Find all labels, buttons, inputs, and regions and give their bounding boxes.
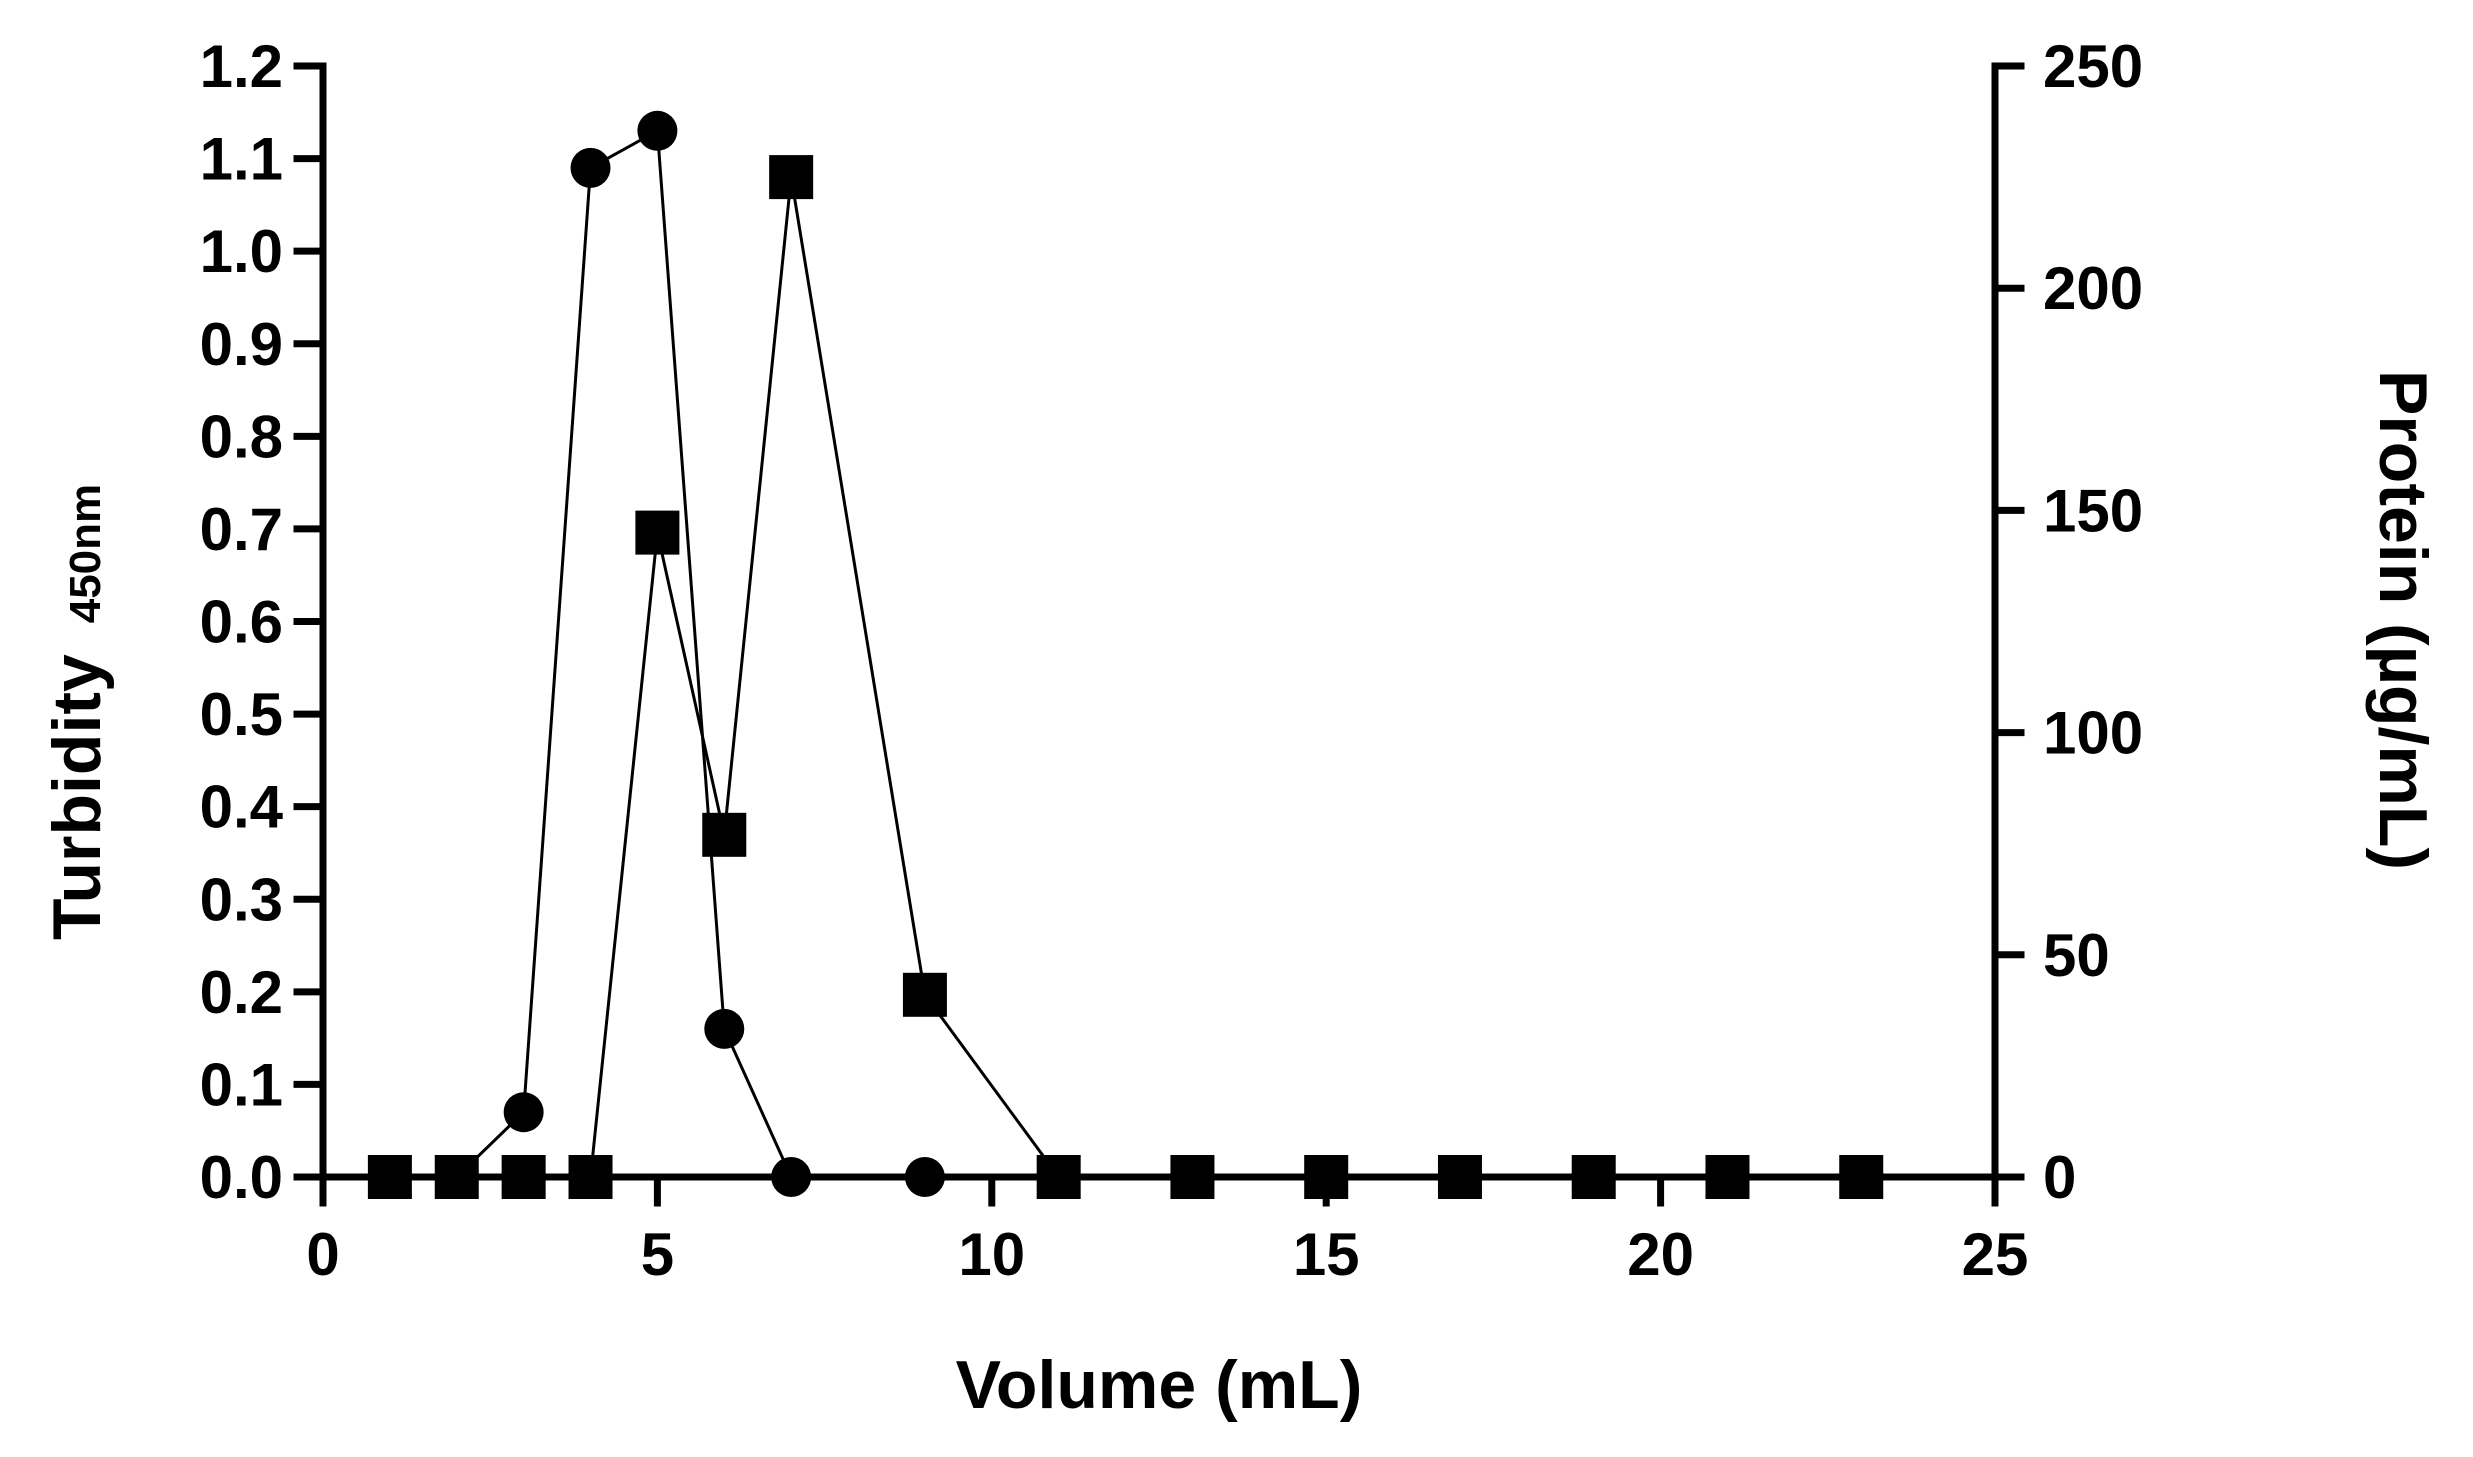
- series-2-point: [902, 972, 947, 1017]
- series-2-point: [635, 510, 680, 555]
- series-2-point: [501, 1155, 546, 1199]
- series-1-point: [637, 110, 678, 151]
- y-tick-label: 1.0: [200, 218, 283, 285]
- y-tick-label: 0.7: [200, 496, 283, 563]
- series-2-point: [1839, 1155, 1884, 1199]
- series-2-line: [389, 176, 1862, 1179]
- series-2-point: [1437, 1155, 1482, 1199]
- series-1-point: [904, 1157, 945, 1197]
- y-tick-label: 0.1: [200, 1051, 283, 1118]
- y-tick-label: 0.9: [200, 311, 283, 378]
- y-tick-label: 0.0: [200, 1144, 283, 1211]
- axes: 0 5 10 15 20 25 0.0 0.1 0.2 0.3 0.4 0.5 0.6 0.7 0.8 0.9…: [200, 33, 2144, 1288]
- x-tick-label: 15: [1293, 1221, 1360, 1288]
- y-tick-label: 0.4: [200, 774, 284, 841]
- y-axis-title-subscript: 450nm: [61, 484, 110, 623]
- x-tick-label: 0: [306, 1221, 339, 1288]
- series-2-point: [434, 1155, 479, 1199]
- y-tick-label: 1.2: [200, 33, 283, 100]
- series-2-point: [1036, 1155, 1081, 1199]
- y-axis-title: Turbidity 450nm: [39, 484, 115, 940]
- series-1-point: [503, 1092, 544, 1133]
- series-2-point: [1705, 1155, 1750, 1199]
- series-1-point: [570, 147, 611, 188]
- series-1-line: [389, 128, 1862, 1179]
- series-layer: [367, 110, 1884, 1199]
- series-2-point: [702, 812, 747, 857]
- y-tick-label: 0.6: [200, 589, 283, 656]
- y-tick-label: 0.8: [200, 403, 283, 470]
- y-tick-label: 0.2: [200, 959, 283, 1026]
- series-2-point: [568, 1155, 613, 1199]
- y-axis-title-main: Turbidity: [39, 654, 115, 940]
- series-1-point: [771, 1157, 812, 1197]
- series-2-point: [769, 155, 814, 200]
- y2-tick-label: 250: [2043, 33, 2143, 100]
- series-2-point: [367, 1155, 412, 1199]
- x-tick-label: 25: [1962, 1221, 2029, 1288]
- y2-tick-label: 200: [2043, 255, 2143, 322]
- y2-tick-label: 150: [2043, 477, 2143, 544]
- y-tick-label: 0.3: [200, 866, 283, 933]
- y-tick-label: 1.1: [200, 126, 283, 193]
- x-tick-label: 20: [1627, 1221, 1694, 1288]
- series-2-point: [1571, 1155, 1616, 1199]
- y2-tick-label: 100: [2043, 700, 2143, 767]
- y2-tick-label: 0: [2043, 1144, 2076, 1211]
- y-tick-label: 0.5: [200, 681, 283, 748]
- x-tick-label: 10: [958, 1221, 1025, 1288]
- series-2-point: [1170, 1155, 1215, 1199]
- y2-tick-label: 50: [2043, 922, 2110, 989]
- x-axis-title: Volume (mL): [956, 1347, 1363, 1423]
- labels-layer: Volume (mL) Turbidity 450nm Protein (µg/…: [39, 370, 2441, 1423]
- x-tick-label: 5: [641, 1221, 674, 1288]
- series-1-point: [704, 1008, 745, 1049]
- y2-axis-title: Protein (µg/mL): [2365, 370, 2441, 870]
- series-2-point: [1304, 1155, 1349, 1199]
